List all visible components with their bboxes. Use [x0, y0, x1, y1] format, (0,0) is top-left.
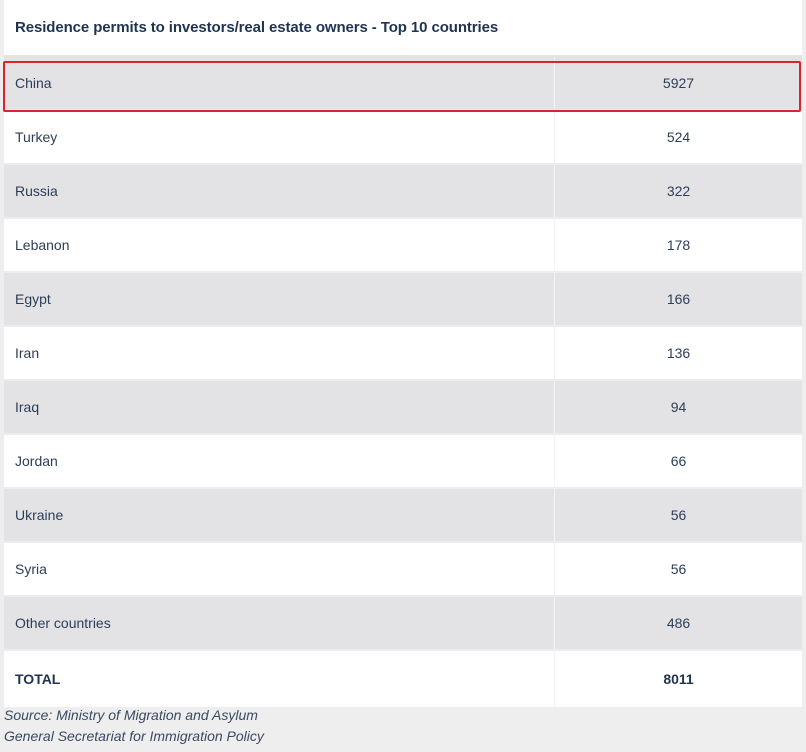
- value-cell: 486: [666, 615, 691, 631]
- source-line-1: Source: Ministry of Migration and Asylum: [4, 707, 258, 723]
- table-row: Iran 136: [4, 327, 802, 381]
- table-row: Jordan 66: [4, 435, 802, 489]
- table-row: Russia 322: [4, 165, 802, 219]
- table-row: Lebanon 178: [4, 219, 802, 273]
- country-cell: Iran: [4, 327, 555, 379]
- value-cell: 56: [670, 561, 687, 577]
- total-value: 8011: [663, 671, 694, 687]
- table-row: Egypt 166: [4, 273, 802, 327]
- value-cell: 5927: [662, 75, 695, 91]
- value-cell: 166: [666, 291, 691, 307]
- country-cell: Russia: [4, 165, 555, 217]
- value-cell: 178: [666, 237, 691, 253]
- country-cell: Jordan: [4, 435, 555, 487]
- table-row: Syria 56: [4, 543, 802, 597]
- table-title: Residence permits to investors/real esta…: [15, 19, 499, 36]
- table-row: Iraq 94: [4, 381, 802, 435]
- table-row: Other countries 486: [4, 597, 802, 651]
- country-cell: Syria: [4, 543, 555, 595]
- country-cell: Egypt: [4, 273, 555, 325]
- table-title-bar: Residence permits to investors/real esta…: [4, 0, 802, 57]
- value-cell: 56: [670, 507, 687, 523]
- country-cell: Other countries: [4, 597, 555, 649]
- data-table: China 5927 Turkey 524 Russia 322 Lebanon 178 Egy…: [4, 57, 802, 707]
- table-row: Ukraine 56: [4, 489, 802, 543]
- country-cell: China: [4, 57, 555, 109]
- value-cell: 322: [666, 183, 691, 199]
- total-label: TOTAL: [4, 651, 555, 707]
- value-cell: 136: [666, 345, 691, 361]
- country-cell: Iraq: [4, 381, 555, 433]
- country-cell: Turkey: [4, 111, 555, 163]
- total-row: TOTAL 8011: [4, 651, 802, 707]
- value-cell: 524: [666, 129, 691, 145]
- value-cell: 66: [670, 453, 687, 469]
- country-cell: Lebanon: [4, 219, 555, 271]
- table-row: China 5927: [4, 57, 802, 111]
- country-cell: Ukraine: [4, 489, 555, 541]
- source-note: Source: Ministry of Migration and Asylum…: [4, 705, 264, 747]
- source-line-2: General Secretariat for Immigration Poli…: [4, 728, 264, 744]
- table-row: Turkey 524: [4, 111, 802, 165]
- value-cell: 94: [670, 399, 687, 415]
